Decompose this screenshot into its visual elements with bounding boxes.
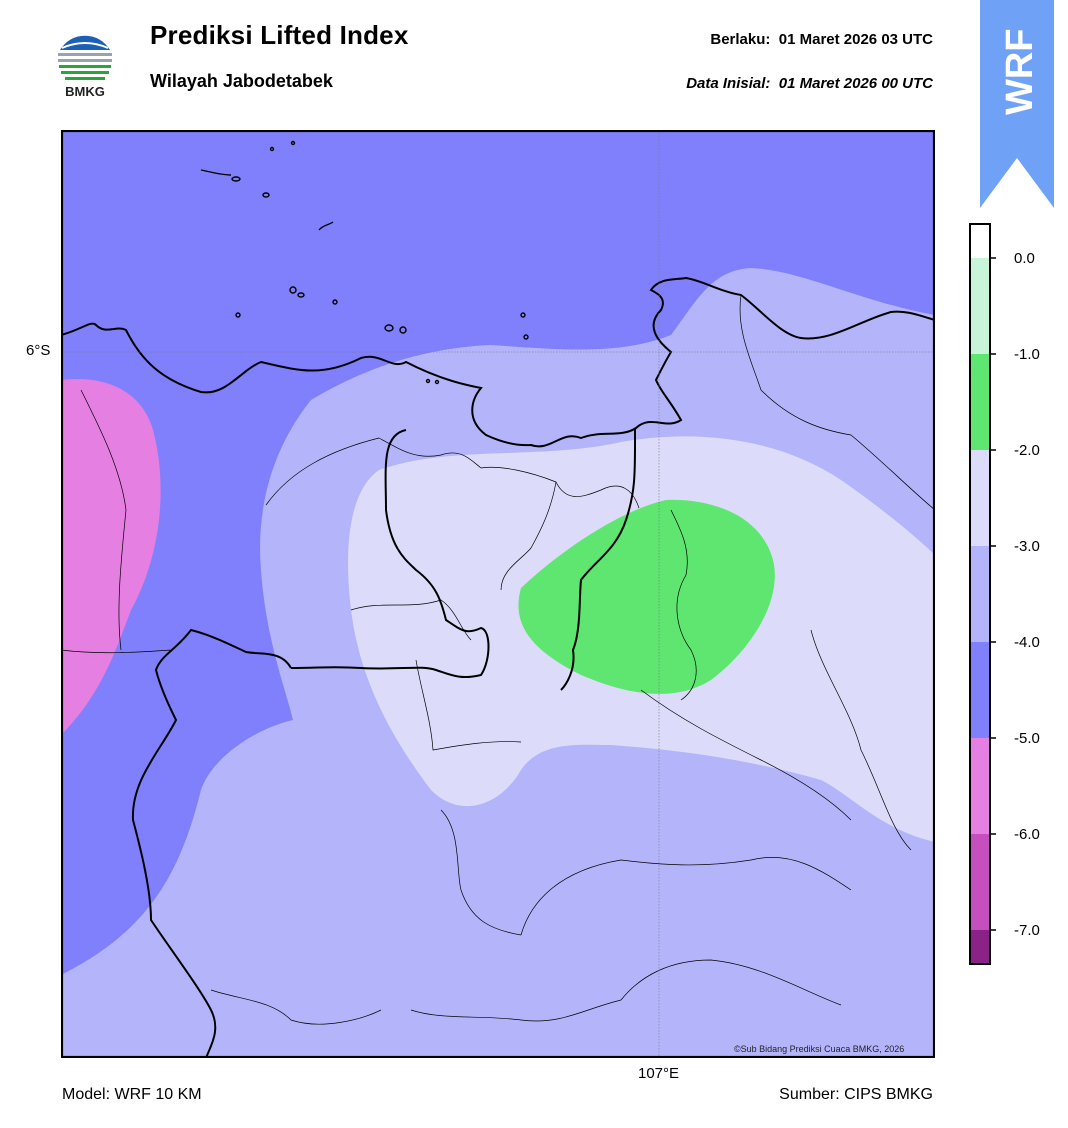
longitude-label: 107°E [638, 1065, 680, 1082]
colorbar-tick-label: 0.0 [1014, 250, 1035, 267]
init-label: Data Inisial: [686, 75, 771, 92]
source-info: Sumber: CIPS BMKG [779, 1086, 933, 1103]
wrf-badge: WRF [980, 0, 1054, 208]
logo-text: BMKG [65, 84, 105, 99]
colorbar-bin [970, 224, 990, 258]
contour-zone-5-to-4 [61, 130, 935, 975]
colorbar-tick-label: -2.0 [1014, 442, 1040, 459]
colorbar-frame [969, 223, 991, 965]
coastline-and-province [61, 276, 935, 1058]
colorbar-tick-label: -3.0 [1014, 538, 1040, 555]
valid-label: Berlaku: [710, 31, 771, 48]
colorbar-bin [970, 546, 990, 642]
contour-zone-2-to-1 [518, 499, 775, 694]
colorbar-tick-label: -7.0 [1014, 922, 1040, 939]
contour-zone-6-to-5 [61, 378, 161, 735]
colorbar-tick-label: -1.0 [1014, 346, 1040, 363]
colorbar-bin [970, 258, 990, 354]
latitude-label: 6°S [26, 342, 51, 359]
colorbar-bin [970, 450, 990, 546]
colorbar-bin [970, 354, 990, 450]
islands [200, 140, 529, 385]
valid-value: 01 Maret 2026 03 UTC [778, 31, 933, 48]
colorbar-tick-label: -4.0 [1014, 634, 1040, 651]
regency-boundaries [61, 294, 935, 1025]
colorbar-bin [970, 930, 990, 964]
init-time: Data Inisial: 01 Maret 2026 00 UTC [686, 75, 933, 92]
colorbar-bin [970, 738, 990, 834]
lifted-index-map [61, 130, 935, 1058]
colorbar-tick-label: -5.0 [1014, 730, 1040, 747]
colorbar-bin [970, 642, 990, 738]
map-credit: ©Sub Bidang Prediksi Cuaca BMKG, 2026 [734, 1044, 905, 1054]
valid-time: Berlaku: 01 Maret 2026 03 UTC [710, 31, 933, 48]
colorbar: 0.0 -1.0 -2.0 -3.0 -4.0 -5.0 -6.0 -7.0 [969, 223, 1040, 965]
colorbar-bin [970, 834, 990, 930]
bmkg-logo [56, 29, 114, 87]
wrf-badge-text: WRF [999, 28, 1041, 115]
page-title: Prediksi Lifted Index [150, 20, 409, 50]
page-subtitle: Wilayah Jabodetabek [150, 71, 333, 91]
init-value: 01 Maret 2026 00 UTC [778, 75, 933, 92]
colorbar-tick-label: -6.0 [1014, 826, 1040, 843]
model-info: Model: WRF 10 KM [62, 1086, 202, 1103]
